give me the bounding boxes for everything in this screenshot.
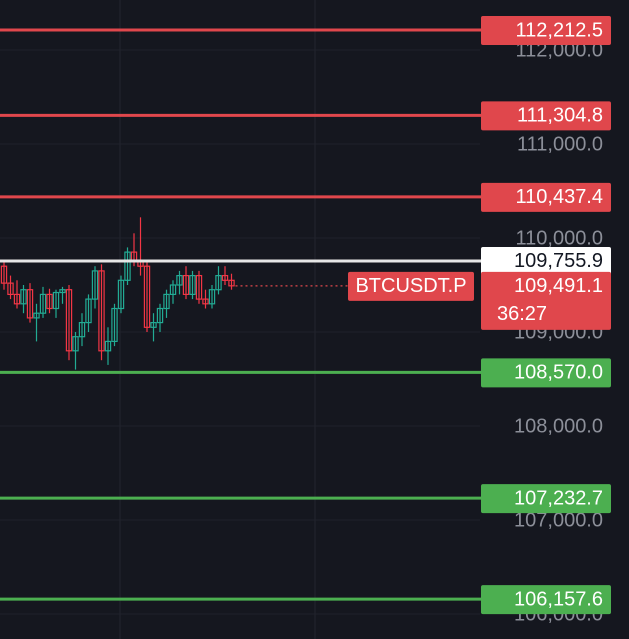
candle-body — [221, 275, 229, 281]
candle-body — [59, 289, 66, 294]
candle-body — [150, 322, 157, 328]
level-label: 106,157.6 — [514, 588, 603, 610]
candle-body — [0, 265, 8, 284]
candle-body — [65, 289, 73, 352]
level-label: 111,304.8 — [517, 105, 603, 127]
candle-body — [78, 322, 86, 338]
candle-body — [85, 298, 92, 324]
candle-body — [189, 275, 196, 296]
candle-body — [176, 275, 183, 286]
candle-body — [182, 275, 190, 296]
candle-body — [98, 270, 105, 352]
y-tick-label: 108,000.0 — [514, 415, 603, 437]
level-label: 109,755.9 — [514, 250, 603, 272]
candle-body — [26, 289, 34, 319]
level-label: 107,232.7 — [514, 487, 603, 509]
y-tick-label: 107,000.0 — [514, 509, 603, 531]
candle-body — [228, 279, 235, 287]
price-label: 109,491.1 — [514, 275, 603, 297]
candle-body — [111, 307, 118, 343]
level-badge — [481, 358, 611, 388]
candle-body — [104, 340, 112, 352]
level-label: 108,570.0 — [514, 362, 603, 384]
candle-body — [208, 289, 216, 305]
candle-body — [124, 251, 131, 281]
candle-body — [46, 293, 53, 310]
candle-body — [52, 291, 60, 310]
candle-body — [169, 284, 177, 296]
level-badge — [481, 182, 611, 212]
level-label: 110,437.4 — [516, 186, 604, 208]
candle-body — [156, 307, 164, 324]
candle-body — [33, 312, 40, 319]
level-label: 112,212.5 — [516, 19, 604, 41]
level-badge — [481, 101, 611, 131]
candle-body — [143, 265, 151, 328]
candle-body — [195, 275, 203, 300]
candle-body — [91, 270, 99, 300]
candle-body — [39, 293, 47, 314]
candle-body — [215, 275, 222, 291]
candle-body — [202, 298, 209, 305]
candle-body — [72, 336, 79, 352]
countdown: 36:27 — [497, 303, 547, 325]
price-badge — [481, 271, 611, 330]
candle-body — [117, 279, 125, 310]
level-badge — [481, 246, 611, 276]
level-badge — [481, 484, 611, 514]
symbol-label: BTCUSDT.P — [355, 275, 466, 297]
y-tick-label: 110,000.0 — [516, 227, 604, 249]
candle-body — [20, 289, 27, 305]
symbol-badge — [348, 271, 474, 301]
level-badge — [481, 16, 611, 46]
candle-body — [13, 293, 21, 305]
candle-body — [163, 293, 170, 310]
candle-body — [7, 282, 14, 296]
level-badge — [481, 585, 611, 615]
y-tick-label: 111,000.0 — [517, 133, 603, 155]
